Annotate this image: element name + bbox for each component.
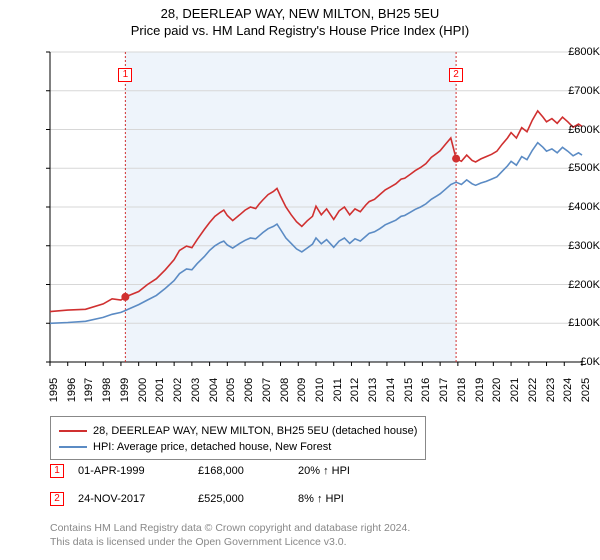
y-tick-label: £600K <box>556 124 600 136</box>
legend-label-1: 28, DEERLEAP WAY, NEW MILTON, BH25 5EU (… <box>93 425 417 437</box>
x-tick-label: 2009 <box>297 378 309 402</box>
y-tick-label: £200K <box>556 279 600 291</box>
x-tick-label: 2021 <box>509 378 521 402</box>
x-tick-label: 2002 <box>172 378 184 402</box>
price-chart <box>0 0 600 400</box>
y-tick-label: £700K <box>556 85 600 97</box>
ref1-pct: 20% ↑ HPI <box>298 465 350 477</box>
x-tick-label: 2015 <box>403 378 415 402</box>
footer-line-1: Contains HM Land Registry data © Crown c… <box>50 522 410 534</box>
x-tick-label: 2019 <box>474 378 486 402</box>
x-tick-label: 2000 <box>137 378 149 402</box>
x-tick-label: 2012 <box>350 378 362 402</box>
x-tick-label: 2006 <box>243 378 255 402</box>
legend-label-2: HPI: Average price, detached house, New … <box>93 441 331 453</box>
ref-row-1: 1 01-APR-1999 £168,000 20% ↑ HPI <box>50 464 350 478</box>
x-tick-label: 1999 <box>119 378 131 402</box>
x-tick-label: 2004 <box>208 378 220 402</box>
x-tick-label: 2023 <box>545 378 557 402</box>
x-tick-label: 2010 <box>314 378 326 402</box>
legend-swatch-1 <box>59 430 87 432</box>
legend-swatch-2 <box>59 446 87 448</box>
x-tick-label: 2001 <box>155 378 167 402</box>
ref2-pct: 8% ↑ HPI <box>298 493 344 505</box>
x-tick-label: 1998 <box>101 378 113 402</box>
x-tick-label: 2022 <box>527 378 539 402</box>
x-tick-label: 2018 <box>456 378 468 402</box>
legend: 28, DEERLEAP WAY, NEW MILTON, BH25 5EU (… <box>50 416 426 460</box>
chart-marker-box: 1 <box>118 68 132 82</box>
ref-box-2: 2 <box>50 492 64 506</box>
x-tick-label: 2011 <box>332 378 344 402</box>
x-tick-label: 2008 <box>279 378 291 402</box>
x-tick-label: 1996 <box>66 378 78 402</box>
ref2-date: 24-NOV-2017 <box>78 493 198 505</box>
y-tick-label: £800K <box>556 46 600 58</box>
x-tick-label: 2005 <box>226 378 238 402</box>
x-tick-label: 1997 <box>84 378 96 402</box>
x-tick-label: 2003 <box>190 378 202 402</box>
ref1-price: £168,000 <box>198 465 298 477</box>
x-tick-label: 2025 <box>580 378 592 402</box>
ref2-price: £525,000 <box>198 493 298 505</box>
x-tick-label: 2014 <box>385 378 397 402</box>
y-tick-label: £500K <box>556 162 600 174</box>
x-tick-label: 1995 <box>48 378 60 402</box>
x-tick-label: 2017 <box>438 378 450 402</box>
footer-line-2: This data is licensed under the Open Gov… <box>50 536 347 548</box>
y-tick-label: £0K <box>556 356 600 368</box>
ref-row-2: 2 24-NOV-2017 £525,000 8% ↑ HPI <box>50 492 344 506</box>
ref1-date: 01-APR-1999 <box>78 465 198 477</box>
x-tick-label: 2007 <box>261 378 273 402</box>
x-tick-label: 2020 <box>492 378 504 402</box>
y-tick-label: £300K <box>556 240 600 252</box>
chart-marker-box: 2 <box>449 68 463 82</box>
x-tick-label: 2013 <box>367 378 379 402</box>
x-tick-label: 2016 <box>421 378 433 402</box>
x-tick-label: 2024 <box>563 378 575 402</box>
ref-box-1: 1 <box>50 464 64 478</box>
y-tick-label: £400K <box>556 201 600 213</box>
y-tick-label: £100K <box>556 317 600 329</box>
